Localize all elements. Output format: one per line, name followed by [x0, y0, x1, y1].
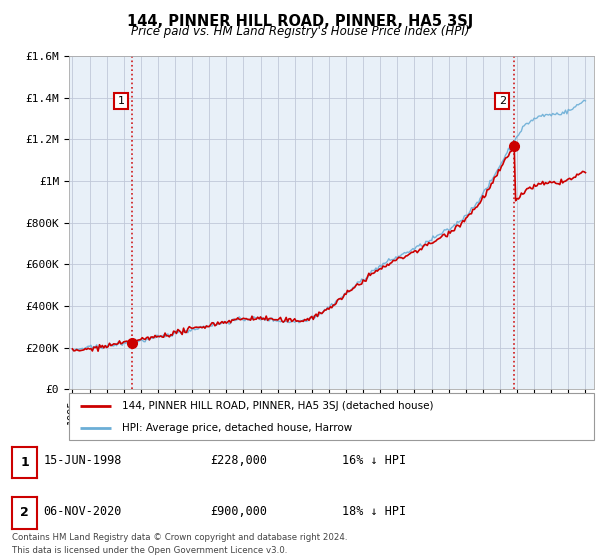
Text: 18% ↓ HPI: 18% ↓ HPI [342, 505, 406, 518]
Text: 15-JUN-1998: 15-JUN-1998 [43, 454, 122, 468]
Text: HPI: Average price, detached house, Harrow: HPI: Average price, detached house, Harr… [121, 423, 352, 433]
Text: 06-NOV-2020: 06-NOV-2020 [43, 505, 122, 518]
Text: Contains HM Land Registry data © Crown copyright and database right 2024.
This d: Contains HM Land Registry data © Crown c… [12, 533, 347, 554]
Text: 2: 2 [20, 506, 29, 520]
Text: Price paid vs. HM Land Registry's House Price Index (HPI): Price paid vs. HM Land Registry's House … [131, 25, 469, 38]
Text: 144, PINNER HILL ROAD, PINNER, HA5 3SJ: 144, PINNER HILL ROAD, PINNER, HA5 3SJ [127, 14, 473, 29]
Text: 1: 1 [118, 96, 125, 106]
Text: 2: 2 [499, 96, 506, 106]
Text: 16% ↓ HPI: 16% ↓ HPI [342, 454, 406, 468]
Text: 1: 1 [20, 456, 29, 469]
Text: £228,000: £228,000 [210, 454, 267, 468]
Text: 144, PINNER HILL ROAD, PINNER, HA5 3SJ (detached house): 144, PINNER HILL ROAD, PINNER, HA5 3SJ (… [121, 401, 433, 411]
Text: £900,000: £900,000 [210, 505, 267, 518]
